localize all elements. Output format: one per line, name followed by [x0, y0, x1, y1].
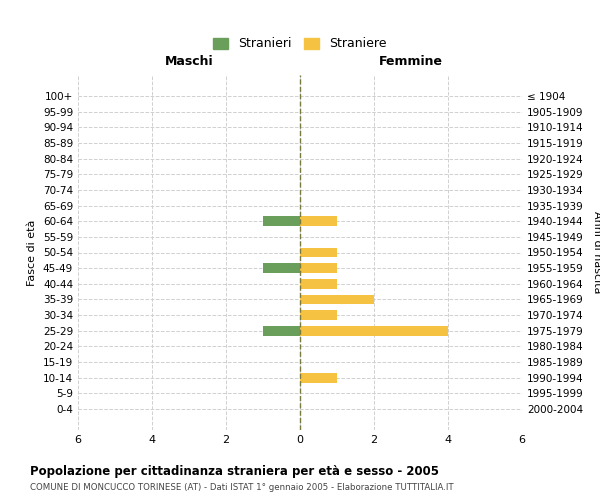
Text: Maschi: Maschi [164, 55, 214, 68]
Y-axis label: Anni di nascita: Anni di nascita [592, 211, 600, 294]
Bar [300, 279, 337, 288]
Bar [300, 295, 374, 304]
Bar [300, 310, 337, 320]
Legend: Stranieri, Straniere: Stranieri, Straniere [208, 32, 392, 56]
Bar [300, 216, 337, 226]
Bar [263, 326, 300, 336]
Bar [300, 248, 337, 257]
Text: Popolazione per cittadinanza straniera per età e sesso - 2005: Popolazione per cittadinanza straniera p… [30, 465, 439, 478]
Text: Femmine: Femmine [379, 55, 443, 68]
Bar [263, 216, 300, 226]
Text: COMUNE DI MONCUCCO TORINESE (AT) - Dati ISTAT 1° gennaio 2005 - Elaborazione TUT: COMUNE DI MONCUCCO TORINESE (AT) - Dati … [30, 482, 454, 492]
Bar [300, 264, 337, 273]
Y-axis label: Fasce di età: Fasce di età [28, 220, 37, 286]
Bar [300, 373, 337, 382]
Bar [300, 326, 448, 336]
Bar [263, 264, 300, 273]
